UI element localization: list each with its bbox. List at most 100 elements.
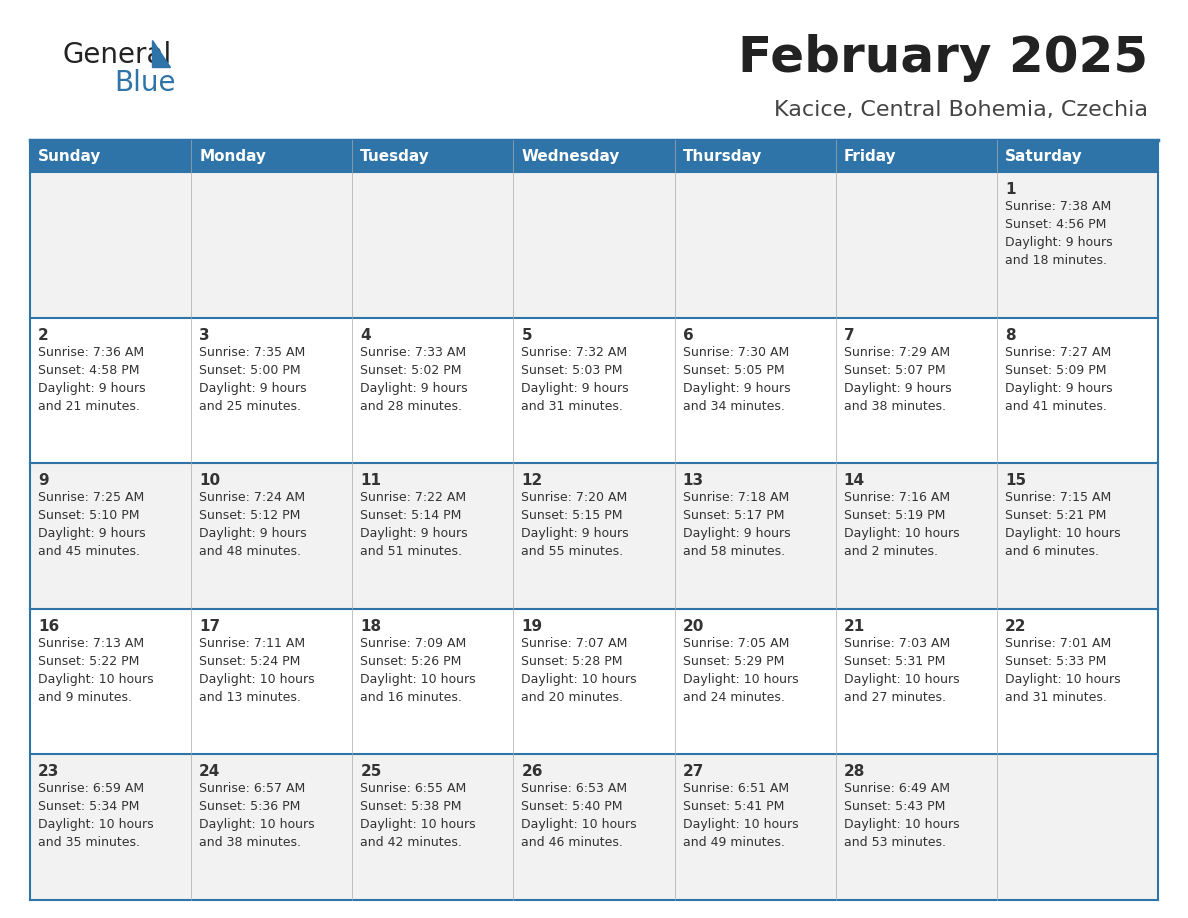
Text: Sunrise: 6:51 AM
Sunset: 5:41 PM
Daylight: 10 hours
and 49 minutes.: Sunrise: 6:51 AM Sunset: 5:41 PM Dayligh… [683,782,798,849]
Text: Kacice, Central Bohemia, Czechia: Kacice, Central Bohemia, Czechia [775,100,1148,120]
Text: 9: 9 [38,473,49,488]
Text: 17: 17 [200,619,220,633]
Text: February 2025: February 2025 [738,34,1148,82]
Text: 11: 11 [360,473,381,488]
Text: Saturday: Saturday [1005,149,1082,163]
Bar [353,755,513,900]
Text: 7: 7 [843,328,854,342]
Bar [513,140,675,172]
Text: 16: 16 [38,619,59,633]
Bar [675,755,835,900]
Polygon shape [152,40,170,67]
Text: Sunrise: 6:49 AM
Sunset: 5:43 PM
Daylight: 10 hours
and 53 minutes.: Sunrise: 6:49 AM Sunset: 5:43 PM Dayligh… [843,782,960,849]
Text: Sunrise: 7:07 AM
Sunset: 5:28 PM
Daylight: 10 hours
and 20 minutes.: Sunrise: 7:07 AM Sunset: 5:28 PM Dayligh… [522,637,637,704]
Text: 28: 28 [843,765,865,779]
Bar [30,755,191,900]
Bar [835,609,997,755]
Text: Sunrise: 7:13 AM
Sunset: 5:22 PM
Daylight: 10 hours
and 9 minutes.: Sunrise: 7:13 AM Sunset: 5:22 PM Dayligh… [38,637,153,704]
Text: 2: 2 [38,328,49,342]
Text: Sunrise: 7:11 AM
Sunset: 5:24 PM
Daylight: 10 hours
and 13 minutes.: Sunrise: 7:11 AM Sunset: 5:24 PM Dayligh… [200,637,315,704]
Text: 13: 13 [683,473,703,488]
Text: Blue: Blue [114,69,176,97]
Bar [835,172,997,318]
Bar [353,140,513,172]
Bar [353,464,513,609]
Text: Sunrise: 7:15 AM
Sunset: 5:21 PM
Daylight: 10 hours
and 6 minutes.: Sunrise: 7:15 AM Sunset: 5:21 PM Dayligh… [1005,491,1120,558]
Text: Sunrise: 7:22 AM
Sunset: 5:14 PM
Daylight: 9 hours
and 51 minutes.: Sunrise: 7:22 AM Sunset: 5:14 PM Dayligh… [360,491,468,558]
Bar [30,172,191,318]
Text: Monday: Monday [200,149,266,163]
Bar [191,609,353,755]
Text: Sunrise: 7:24 AM
Sunset: 5:12 PM
Daylight: 9 hours
and 48 minutes.: Sunrise: 7:24 AM Sunset: 5:12 PM Dayligh… [200,491,307,558]
Text: 5: 5 [522,328,532,342]
Text: Sunrise: 7:36 AM
Sunset: 4:58 PM
Daylight: 9 hours
and 21 minutes.: Sunrise: 7:36 AM Sunset: 4:58 PM Dayligh… [38,345,146,412]
Text: Sunrise: 7:27 AM
Sunset: 5:09 PM
Daylight: 9 hours
and 41 minutes.: Sunrise: 7:27 AM Sunset: 5:09 PM Dayligh… [1005,345,1112,412]
Text: Sunrise: 7:01 AM
Sunset: 5:33 PM
Daylight: 10 hours
and 31 minutes.: Sunrise: 7:01 AM Sunset: 5:33 PM Dayligh… [1005,637,1120,704]
Text: 23: 23 [38,765,59,779]
Text: Sunday: Sunday [38,149,101,163]
Text: Wednesday: Wednesday [522,149,620,163]
Text: Sunrise: 6:53 AM
Sunset: 5:40 PM
Daylight: 10 hours
and 46 minutes.: Sunrise: 6:53 AM Sunset: 5:40 PM Dayligh… [522,782,637,849]
Bar [675,464,835,609]
Text: Sunrise: 6:59 AM
Sunset: 5:34 PM
Daylight: 10 hours
and 35 minutes.: Sunrise: 6:59 AM Sunset: 5:34 PM Dayligh… [38,782,153,849]
Bar [191,464,353,609]
Bar [997,172,1158,318]
Text: Sunrise: 7:25 AM
Sunset: 5:10 PM
Daylight: 9 hours
and 45 minutes.: Sunrise: 7:25 AM Sunset: 5:10 PM Dayligh… [38,491,146,558]
Text: 20: 20 [683,619,704,633]
Bar [997,609,1158,755]
Bar [675,609,835,755]
Bar [513,172,675,318]
Text: Tuesday: Tuesday [360,149,430,163]
Text: 25: 25 [360,765,381,779]
Text: Sunrise: 7:05 AM
Sunset: 5:29 PM
Daylight: 10 hours
and 24 minutes.: Sunrise: 7:05 AM Sunset: 5:29 PM Dayligh… [683,637,798,704]
Bar [191,755,353,900]
Bar [675,318,835,464]
Text: Sunrise: 7:16 AM
Sunset: 5:19 PM
Daylight: 10 hours
and 2 minutes.: Sunrise: 7:16 AM Sunset: 5:19 PM Dayligh… [843,491,960,558]
Text: 18: 18 [360,619,381,633]
Bar [835,755,997,900]
Text: Sunrise: 6:55 AM
Sunset: 5:38 PM
Daylight: 10 hours
and 42 minutes.: Sunrise: 6:55 AM Sunset: 5:38 PM Dayligh… [360,782,476,849]
Text: 19: 19 [522,619,543,633]
Bar [30,140,191,172]
Bar [191,172,353,318]
Text: 15: 15 [1005,473,1026,488]
Bar [30,464,191,609]
Text: Sunrise: 7:18 AM
Sunset: 5:17 PM
Daylight: 9 hours
and 58 minutes.: Sunrise: 7:18 AM Sunset: 5:17 PM Dayligh… [683,491,790,558]
Bar [997,464,1158,609]
Bar [835,318,997,464]
Text: Sunrise: 7:32 AM
Sunset: 5:03 PM
Daylight: 9 hours
and 31 minutes.: Sunrise: 7:32 AM Sunset: 5:03 PM Dayligh… [522,345,630,412]
Text: 12: 12 [522,473,543,488]
Bar [30,609,191,755]
Text: 10: 10 [200,473,220,488]
Text: 14: 14 [843,473,865,488]
Bar [191,140,353,172]
Bar [835,140,997,172]
Bar [997,755,1158,900]
Text: Sunrise: 7:09 AM
Sunset: 5:26 PM
Daylight: 10 hours
and 16 minutes.: Sunrise: 7:09 AM Sunset: 5:26 PM Dayligh… [360,637,476,704]
Text: Sunrise: 7:03 AM
Sunset: 5:31 PM
Daylight: 10 hours
and 27 minutes.: Sunrise: 7:03 AM Sunset: 5:31 PM Dayligh… [843,637,960,704]
Text: 4: 4 [360,328,371,342]
Text: 6: 6 [683,328,694,342]
Text: Thursday: Thursday [683,149,762,163]
Text: Sunrise: 7:33 AM
Sunset: 5:02 PM
Daylight: 9 hours
and 28 minutes.: Sunrise: 7:33 AM Sunset: 5:02 PM Dayligh… [360,345,468,412]
Bar [30,318,191,464]
Bar [353,172,513,318]
Text: Sunrise: 7:30 AM
Sunset: 5:05 PM
Daylight: 9 hours
and 34 minutes.: Sunrise: 7:30 AM Sunset: 5:05 PM Dayligh… [683,345,790,412]
Text: 24: 24 [200,765,221,779]
Text: Sunrise: 7:29 AM
Sunset: 5:07 PM
Daylight: 9 hours
and 38 minutes.: Sunrise: 7:29 AM Sunset: 5:07 PM Dayligh… [843,345,952,412]
Text: 21: 21 [843,619,865,633]
Text: 22: 22 [1005,619,1026,633]
Bar [353,609,513,755]
Bar [997,318,1158,464]
Text: Sunrise: 7:20 AM
Sunset: 5:15 PM
Daylight: 9 hours
and 55 minutes.: Sunrise: 7:20 AM Sunset: 5:15 PM Dayligh… [522,491,630,558]
Text: General: General [62,41,171,69]
Text: 1: 1 [1005,182,1016,197]
Bar [513,609,675,755]
Bar [835,464,997,609]
Bar [191,318,353,464]
Bar [513,755,675,900]
Text: Friday: Friday [843,149,896,163]
Text: 8: 8 [1005,328,1016,342]
Text: Sunrise: 6:57 AM
Sunset: 5:36 PM
Daylight: 10 hours
and 38 minutes.: Sunrise: 6:57 AM Sunset: 5:36 PM Dayligh… [200,782,315,849]
Text: 27: 27 [683,765,704,779]
